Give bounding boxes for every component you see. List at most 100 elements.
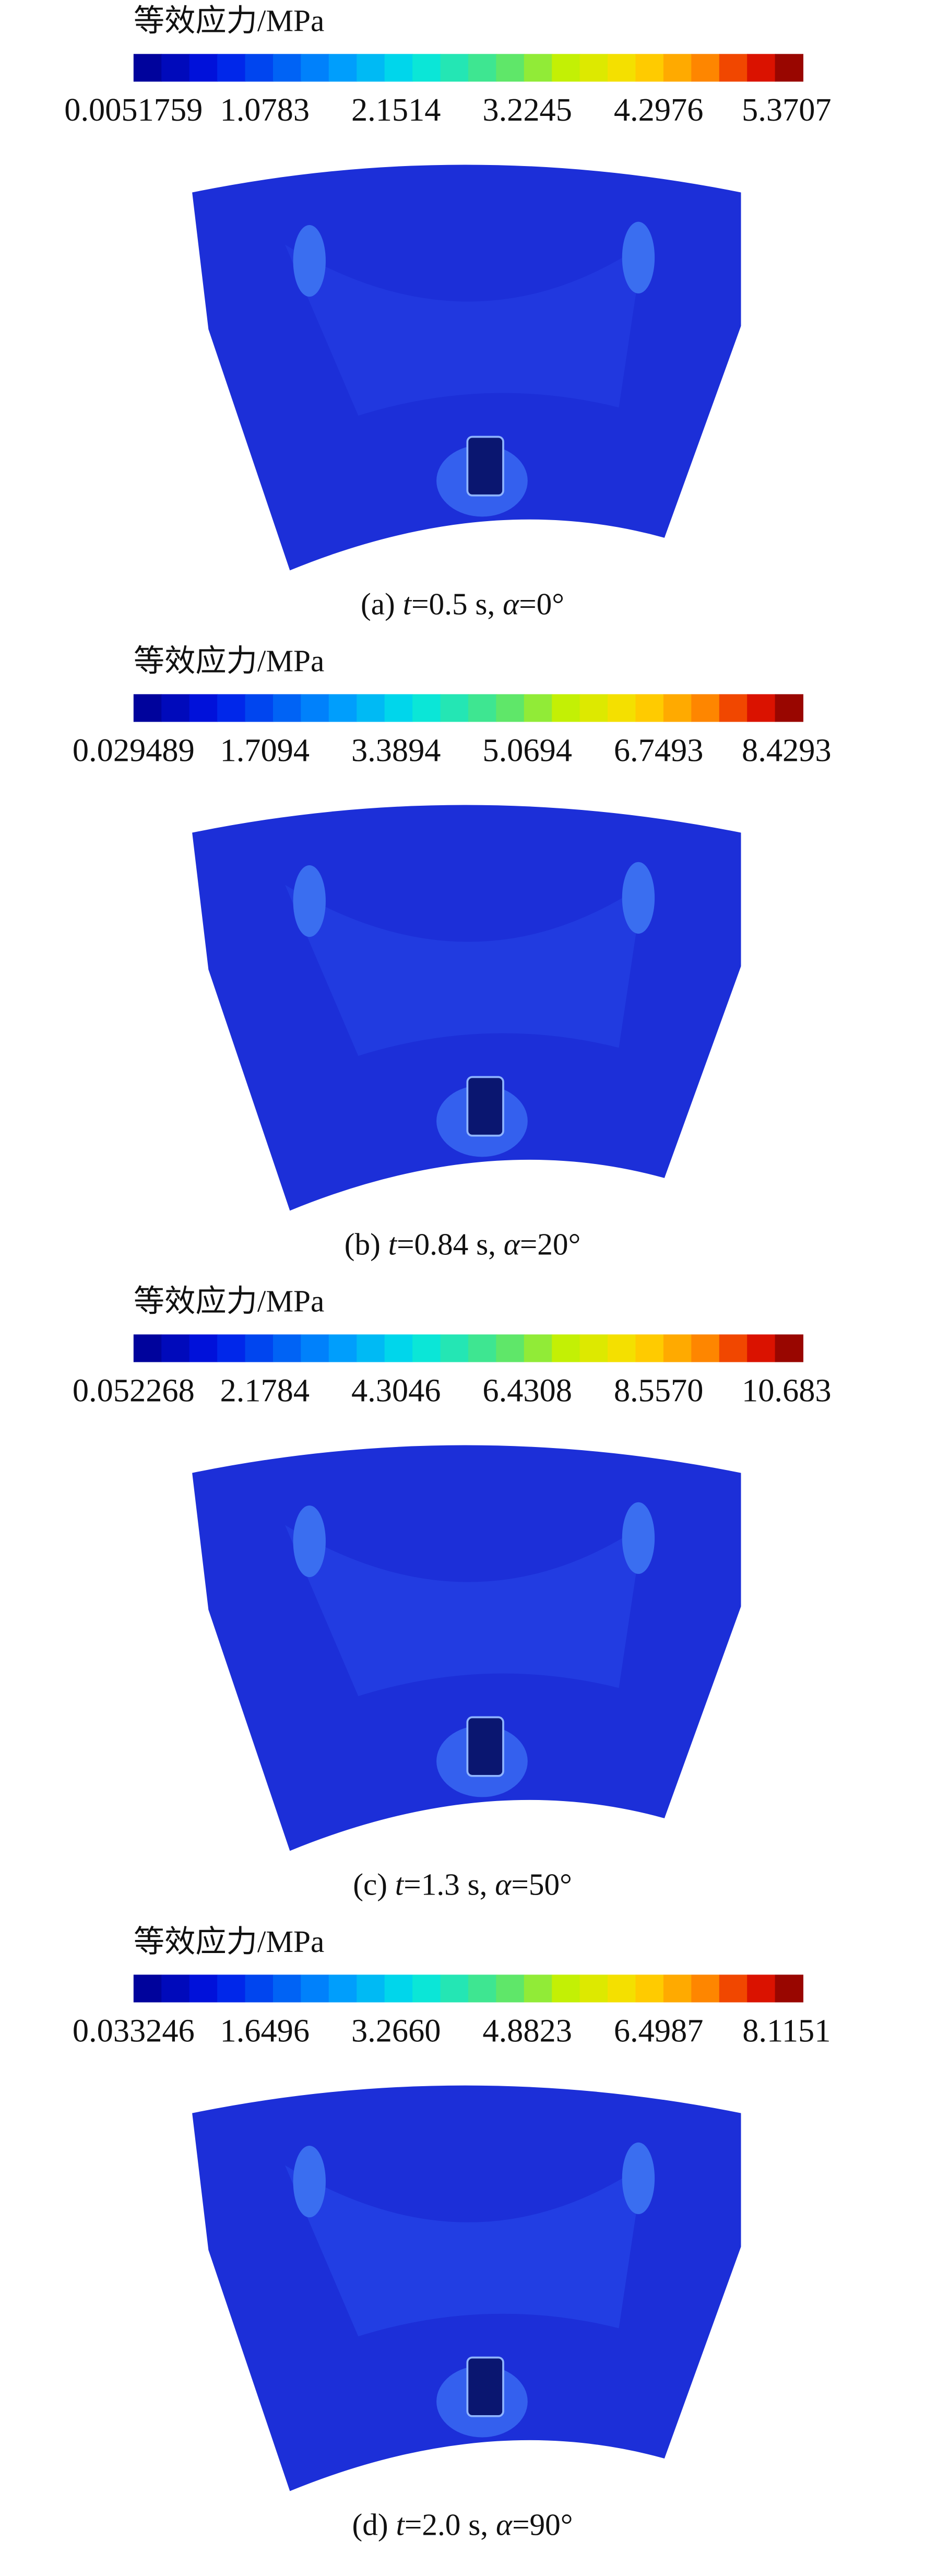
colorbar-segment xyxy=(301,1334,329,1362)
colorbar-segment xyxy=(189,54,218,82)
colorbar-segment xyxy=(412,54,441,82)
device xyxy=(466,1076,504,1137)
colorbar-segment xyxy=(189,1974,218,2003)
colorbar-segment xyxy=(328,1334,358,1362)
colorbar-segment xyxy=(161,1334,190,1362)
panel: 等效应力/MPa 0.029489 1.7094 3.3894 5.0694 6.7493… xyxy=(73,644,832,1262)
colorbar-segment xyxy=(719,694,748,722)
legend-title: 等效应力/MPa xyxy=(134,1924,325,1959)
colorbar-segment xyxy=(552,54,580,82)
colorbar-segment xyxy=(468,1974,497,2003)
stress-spot xyxy=(293,1505,326,1578)
colorbar-segment xyxy=(272,54,302,82)
colorbar-segment xyxy=(524,1334,553,1362)
colorbar-segment xyxy=(691,1974,720,2003)
caption-part: =20° xyxy=(520,1227,580,1262)
colorbar-segment xyxy=(272,1974,302,2003)
colorbar-segment xyxy=(579,1974,608,2003)
colorbar-segment xyxy=(608,54,636,82)
legend-title: 等效应力/MPa xyxy=(134,4,325,38)
colorbar-segment xyxy=(524,694,553,722)
colorbar-segment xyxy=(468,1334,497,1362)
colorbar-segment xyxy=(161,1974,190,2003)
colorbar-tick-label: 5.3707 xyxy=(742,92,832,128)
colorbar-segment xyxy=(440,1974,469,2003)
colorbar-segment xyxy=(635,54,664,82)
colorbar-segment xyxy=(412,1334,441,1362)
caption-part: (c) xyxy=(353,1867,395,1902)
colorbar-segment xyxy=(775,694,803,722)
caption-part: =2.0 s, xyxy=(405,2508,496,2542)
device xyxy=(466,436,504,497)
colorbar-segment xyxy=(663,54,692,82)
colorbar-segment xyxy=(133,694,162,722)
model-contour-zone xyxy=(284,244,644,416)
colorbar-tick-label: 1.0783 xyxy=(220,92,310,128)
colorbar-segment xyxy=(133,1974,162,2003)
colorbar-segment xyxy=(663,1974,692,2003)
caption: (d) t=2.0 s, α=90° xyxy=(352,2508,573,2542)
colorbar-segment xyxy=(496,54,525,82)
colorbar-segment xyxy=(775,1334,803,1362)
colorbar-segment xyxy=(440,694,469,722)
colorbar-tick-label: 6.4987 xyxy=(614,2013,704,2049)
colorbar-segment xyxy=(272,1334,302,1362)
colorbar-segment xyxy=(608,1974,636,2003)
stress-spot xyxy=(622,862,655,934)
device xyxy=(466,2356,504,2417)
colorbar-segment xyxy=(384,694,413,722)
colorbar-segment xyxy=(217,694,246,722)
colorbar-segment xyxy=(663,1334,692,1362)
caption-part: α xyxy=(495,1867,512,1902)
caption-part: α xyxy=(503,586,520,621)
caption-part: (b) xyxy=(345,1227,388,1262)
colorbar-tick-label: 4.2976 xyxy=(614,92,704,128)
colorbar-tick-label: 4.8823 xyxy=(482,2013,572,2049)
colorbar-segment xyxy=(412,1974,441,2003)
panel: 等效应力/MPa 0.033246 1.6496 3.2660 4.8823 6.4987… xyxy=(73,1924,831,2542)
caption-part: α xyxy=(504,1227,521,1262)
colorbar-segment xyxy=(719,1334,748,1362)
colorbar-segment xyxy=(579,694,608,722)
colorbar-segment xyxy=(245,694,274,722)
colorbar-segment xyxy=(552,694,580,722)
model-contour-zone xyxy=(284,885,644,1056)
colorbar-segment xyxy=(328,694,358,722)
colorbar-tick-label: 3.3894 xyxy=(351,732,441,768)
caption: (c) t=1.3 s, α=50° xyxy=(353,1867,572,1902)
colorbar-segment xyxy=(635,694,664,722)
colorbar-segment xyxy=(747,54,776,82)
colorbar-segment xyxy=(217,1974,246,2003)
colorbar-tick-label: 8.1151 xyxy=(742,2013,831,2049)
colorbar-tick-label: 0.0051759 xyxy=(64,92,203,128)
colorbar-segment xyxy=(691,694,720,722)
colorbar-segment xyxy=(217,1334,246,1362)
colorbar-segment xyxy=(524,1974,553,2003)
colorbar-segment xyxy=(328,54,358,82)
colorbar-tick-label: 3.2245 xyxy=(482,92,572,128)
colorbar-segment xyxy=(328,1974,358,2003)
colorbar-segment xyxy=(691,54,720,82)
caption-part: t xyxy=(388,1227,398,1262)
colorbar-segment xyxy=(552,1334,580,1362)
caption-part: t xyxy=(403,586,412,621)
caption-part: =0.5 s, xyxy=(411,586,503,621)
colorbar-segment xyxy=(719,54,748,82)
colorbar-segment xyxy=(691,1334,720,1362)
caption-part: t xyxy=(396,2508,405,2542)
colorbar-segment xyxy=(579,1334,608,1362)
colorbar-segment xyxy=(384,1974,413,2003)
colorbar-tick-label: 5.0694 xyxy=(482,732,572,768)
colorbar-segment xyxy=(608,1334,636,1362)
caption-part: (a) xyxy=(361,586,403,621)
model-contour-zone xyxy=(284,1525,644,1696)
colorbar-segment xyxy=(412,694,441,722)
colorbar-tick-label: 8.5570 xyxy=(614,1372,704,1408)
panel: 等效应力/MPa 0.0051759 1.0783 2.1514 3.2245 4.297… xyxy=(64,4,831,621)
stress-spot xyxy=(622,2142,655,2215)
colorbar-segment xyxy=(775,54,803,82)
caption-part: α xyxy=(496,2508,513,2542)
colorbar-segment xyxy=(608,694,636,722)
colorbar-segment xyxy=(245,1334,274,1362)
model-contour-zone xyxy=(284,2165,644,2337)
